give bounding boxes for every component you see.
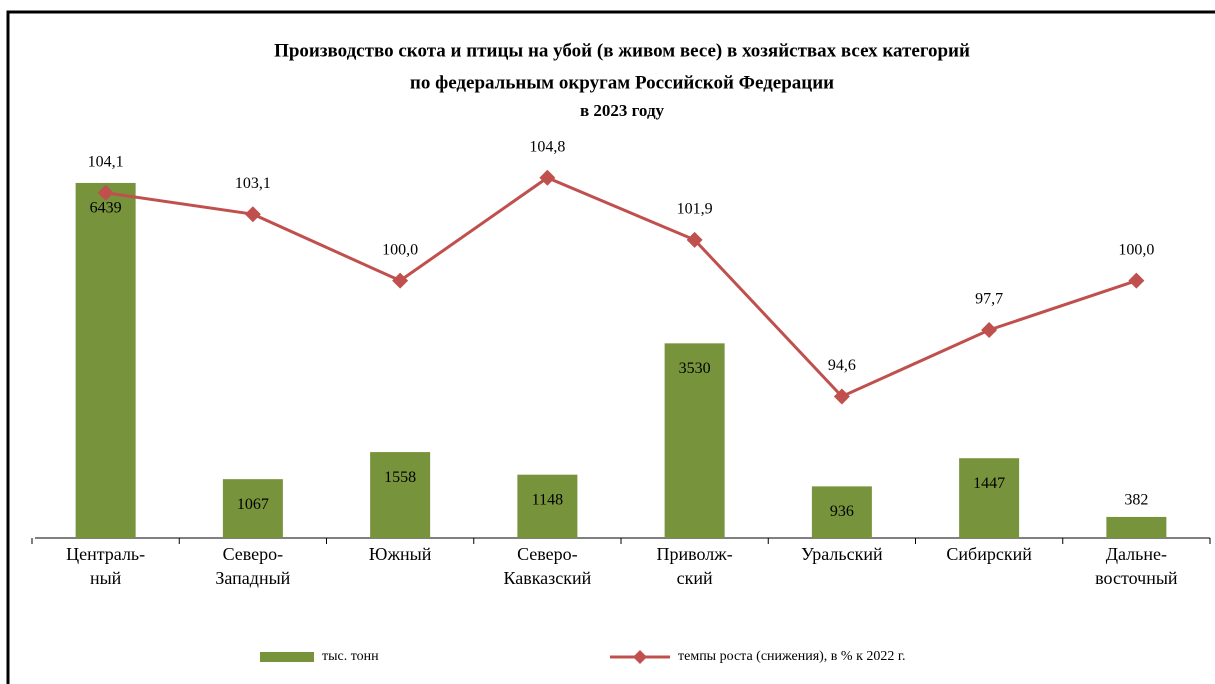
bar bbox=[75, 182, 136, 538]
line-value-label: 97,7 bbox=[975, 291, 1003, 308]
x-tick-label-line: Кавказский bbox=[503, 568, 591, 588]
x-tick-label-line: Дальне- bbox=[1106, 544, 1167, 564]
line-value-label: 94,6 bbox=[828, 357, 856, 374]
x-tick-label-line: Западный bbox=[215, 568, 290, 588]
line-value-label: 100,0 bbox=[1118, 241, 1154, 258]
line-marker bbox=[981, 321, 998, 338]
x-tick-label-line: Северо- bbox=[517, 544, 578, 564]
bar-value-label: 1447 bbox=[973, 475, 1005, 492]
frame bbox=[6, 10, 1215, 684]
bar-value-label: 6439 bbox=[90, 200, 122, 217]
x-tick-label-line: Приволж- bbox=[657, 544, 733, 564]
line-marker bbox=[392, 272, 409, 289]
line-marker bbox=[97, 184, 114, 201]
chart-title: по федеральным округам Российской Федера… bbox=[410, 72, 834, 93]
line-marker bbox=[244, 206, 261, 223]
x-tick-label-line: ный bbox=[90, 568, 122, 588]
line-marker bbox=[1128, 272, 1145, 289]
x-tick-label: Северо- Кавказский bbox=[503, 544, 591, 588]
bar-value-label: 1148 bbox=[532, 491, 563, 508]
line-marker bbox=[539, 169, 556, 186]
x-tick-label: Южный bbox=[369, 544, 432, 564]
x-tick-label-line: Уральский bbox=[801, 544, 883, 564]
bar-value-label: 936 bbox=[830, 503, 854, 520]
line-value-label: 104,1 bbox=[88, 153, 124, 170]
line-marker bbox=[833, 388, 850, 405]
line-value-label: 101,9 bbox=[677, 201, 713, 218]
x-tick-label-line: Централь- bbox=[66, 544, 145, 564]
x-tick-label: Дальне-восточный bbox=[1095, 544, 1178, 588]
x-tick-label: Приволж-ский bbox=[657, 544, 733, 588]
bar bbox=[959, 458, 1020, 538]
x-tick-label-line: ский bbox=[677, 568, 713, 588]
line-value-label: 104,8 bbox=[529, 138, 565, 155]
bar bbox=[664, 343, 725, 538]
bar bbox=[222, 479, 283, 538]
line-marker bbox=[686, 231, 703, 248]
chart-subtitle: в 2023 году bbox=[580, 101, 665, 120]
bar bbox=[811, 486, 872, 538]
legend-swatch bbox=[260, 652, 314, 662]
x-tick-label-line: восточный bbox=[1095, 568, 1178, 588]
legend-marker bbox=[633, 650, 647, 664]
x-tick-label: Централь-ный bbox=[66, 544, 145, 588]
bar-value-label: 1067 bbox=[237, 496, 269, 513]
line-value-label: 100,0 bbox=[382, 241, 418, 258]
bar-value-label: 3530 bbox=[679, 360, 711, 377]
x-tick-label-line: Сибирский bbox=[946, 544, 1032, 564]
x-tick-label: Уральский bbox=[801, 544, 883, 564]
bar-value-label: 382 bbox=[1124, 492, 1148, 509]
bar bbox=[1106, 516, 1167, 538]
chart-title: Производство скота и птицы на убой (в жи… bbox=[274, 40, 970, 61]
line bbox=[105, 176, 1137, 399]
x-tick-label-line: Южный bbox=[369, 544, 432, 564]
bar bbox=[517, 474, 578, 538]
x-tick-label-line: Северо- bbox=[223, 544, 284, 564]
legend-label: тыс. тонн bbox=[322, 649, 379, 664]
x-tick-label: Северо- Западный bbox=[215, 544, 290, 588]
x-tick-label: Сибирский bbox=[946, 544, 1032, 564]
line-value-label: 103,1 bbox=[235, 175, 271, 192]
bar-value-label: 1558 bbox=[384, 469, 416, 486]
bar bbox=[370, 452, 431, 538]
legend-label: темпы роста (снижения), в % к 2022 г. bbox=[678, 649, 906, 664]
